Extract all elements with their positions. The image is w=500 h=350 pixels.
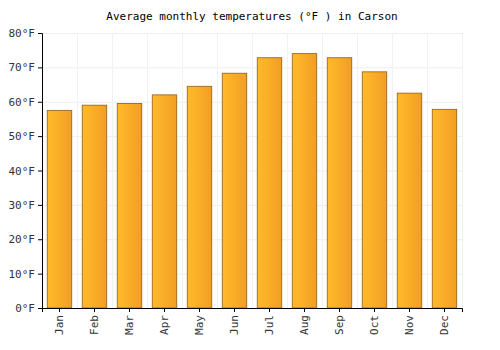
bar <box>327 58 352 308</box>
y-tick-label: 70°F <box>9 61 36 74</box>
x-axis-line <box>43 309 463 313</box>
y-tick: 50°F <box>9 130 43 143</box>
x-tick: Dec <box>438 308 451 335</box>
y-tick: 70°F <box>9 61 43 74</box>
x-tick-label: Apr <box>158 315 171 335</box>
vertical-grid-line <box>427 33 428 308</box>
chart-title: Average monthly temperatures (°F ) in Ca… <box>106 10 397 23</box>
x-tick-mark <box>269 308 270 312</box>
vertical-grid-line <box>252 33 253 308</box>
y-tick-label: 0°F <box>15 302 35 315</box>
y-tick-label: 60°F <box>9 96 36 109</box>
y-tick-label: 10°F <box>9 268 36 281</box>
x-tick-mark <box>164 308 165 312</box>
y-tick-label: 40°F <box>9 165 36 178</box>
x-tick-label: Dec <box>438 315 451 335</box>
x-tick-label: Jul <box>263 315 276 335</box>
y-tick-mark <box>38 171 42 172</box>
x-tick-mark <box>409 308 410 312</box>
x-tick: Jan <box>53 308 66 335</box>
x-axis: Jan Feb Mar Apr May Jun Jul Aug Sep Oct Nov Dec <box>43 308 463 335</box>
y-tick: 30°F <box>9 199 43 212</box>
x-tick: Oct <box>368 308 381 335</box>
x-tick-mark <box>199 308 200 312</box>
y-tick-mark <box>38 67 42 68</box>
x-tick-mark <box>129 308 130 312</box>
x-tick: May <box>193 308 206 335</box>
bar <box>257 58 282 308</box>
y-tick: 60°F <box>9 96 43 109</box>
y-tick-label: 80°F <box>9 27 36 40</box>
x-tick-label: Aug <box>298 315 311 335</box>
vertical-grid-line <box>322 33 323 308</box>
bar <box>82 105 107 308</box>
y-tick: 0°F <box>15 302 42 315</box>
x-tick-label: Jan <box>53 315 66 335</box>
bar <box>292 54 317 308</box>
bar <box>152 95 177 308</box>
x-tick: Apr <box>158 308 171 335</box>
y-axis: 0°F 10°F 20°F 30°F 40°F 50°F 60°F 70°F 80°F <box>9 27 43 315</box>
vertical-grid-line <box>147 33 148 308</box>
bar <box>362 72 387 308</box>
y-axis-line <box>38 34 43 309</box>
x-tick-label: Sep <box>333 315 346 335</box>
x-tick-label: May <box>193 315 206 335</box>
y-tick: 40°F <box>9 165 43 178</box>
x-tick-mark <box>444 308 445 312</box>
vertical-grid-line <box>217 33 218 308</box>
x-tick-label: Mar <box>123 315 136 335</box>
x-tick-mark <box>374 308 375 312</box>
vertical-grid-line <box>357 33 358 308</box>
y-tick: 80°F <box>9 27 43 40</box>
x-tick-label: Feb <box>88 315 101 335</box>
x-tick-label: Jun <box>228 315 241 335</box>
x-tick: Aug <box>298 308 311 335</box>
bar <box>117 103 142 308</box>
x-tick-mark <box>304 308 305 312</box>
x-tick: Jun <box>228 308 241 335</box>
bar <box>47 110 72 308</box>
bar <box>187 86 212 308</box>
x-tick-mark <box>234 308 235 312</box>
y-tick-mark <box>38 33 42 34</box>
y-tick-mark <box>38 239 42 240</box>
y-tick: 10°F <box>9 268 43 281</box>
y-tick-mark <box>38 102 42 103</box>
x-tick-label: Oct <box>368 315 381 335</box>
y-tick-label: 50°F <box>9 130 36 143</box>
bar <box>397 93 422 308</box>
y-tick: 20°F <box>9 233 43 246</box>
chart-svg: 0°F 10°F 20°F 30°F 40°F 50°F 60°F 70°F 80°F Jan Fe… <box>0 0 500 350</box>
grid <box>42 33 463 309</box>
y-tick-mark <box>38 308 42 309</box>
y-tick-mark <box>38 205 42 206</box>
chart-container: 0°F 10°F 20°F 30°F 40°F 50°F 60°F 70°F 80°F Jan Fe… <box>0 0 500 350</box>
y-tick-mark <box>38 136 42 137</box>
x-tick-label: Nov <box>403 315 416 335</box>
vertical-grid-line <box>77 33 78 308</box>
x-tick-mark <box>339 308 340 312</box>
bar <box>432 109 457 308</box>
x-tick: Sep <box>333 308 346 335</box>
y-tick-mark <box>38 274 42 275</box>
bar <box>222 73 247 308</box>
x-tick-mark <box>94 308 95 312</box>
bars <box>47 54 457 308</box>
y-tick-label: 30°F <box>9 199 36 212</box>
x-tick: Mar <box>123 308 136 335</box>
vertical-grid-line <box>462 33 463 308</box>
x-tick: Nov <box>403 308 416 335</box>
vertical-grid-line <box>392 33 393 308</box>
plot: 0°F 10°F 20°F 30°F 40°F 50°F 60°F 70°F 80°F Jan Fe… <box>9 27 463 335</box>
vertical-grid-line <box>112 33 113 308</box>
vertical-grid-line <box>182 33 183 308</box>
y-tick-label: 20°F <box>9 233 36 246</box>
x-tick-mark <box>59 308 60 312</box>
x-tick: Jul <box>263 308 276 335</box>
x-tick: Feb <box>88 308 101 335</box>
vertical-grid-line <box>287 33 288 308</box>
